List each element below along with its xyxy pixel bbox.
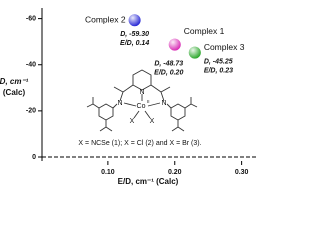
- legend-label: Complex 2: [85, 14, 126, 24]
- value-label: D, -48.73: [154, 60, 183, 67]
- isopropyl: [105, 126, 113, 132]
- bond: [160, 86, 171, 93]
- point-shine: [168, 38, 181, 51]
- atom-label: X: [150, 118, 155, 125]
- y-tick-label: 0: [32, 154, 36, 161]
- aryl-ring: [170, 103, 186, 121]
- isopropyl: [99, 120, 107, 132]
- y-tick-label: -20: [26, 108, 36, 115]
- atom-label: X: [130, 118, 135, 125]
- x-value-label: E/D, 0.23: [204, 67, 233, 74]
- x-tick-label: 0.10: [101, 169, 115, 176]
- bond: [123, 102, 137, 107]
- point-shine: [128, 14, 141, 27]
- point-shine: [188, 46, 201, 59]
- bond: [150, 84, 162, 93]
- legend-label: Complex 1: [184, 26, 225, 36]
- caption: X = NCSe (1); X = Cl (2) and X = Br (3).: [78, 140, 201, 147]
- aryl-ring: [98, 103, 114, 121]
- atom-label: N: [161, 100, 166, 107]
- y-axis-title: (Calc): [3, 88, 26, 97]
- x-value-label: E/D, 0.14: [120, 40, 149, 47]
- bond: [113, 86, 124, 93]
- bond: [147, 102, 161, 107]
- bond: [133, 110, 140, 119]
- atom-label: Co: [137, 103, 146, 110]
- value-label: D, -59.30: [120, 31, 149, 38]
- legend-label: Complex 3: [204, 42, 245, 52]
- x-axis-title: E/D, cm⁻¹ (Calc): [118, 177, 179, 186]
- isopropyl: [86, 103, 100, 109]
- atom-label: N: [117, 100, 122, 107]
- x-tick-label: 0.30: [235, 169, 249, 176]
- value-label: D, -45.25: [204, 58, 233, 65]
- isopropyl: [177, 126, 185, 132]
- isopropyl: [171, 120, 179, 132]
- y-tick-label: -60: [26, 15, 36, 22]
- bond: [112, 103, 118, 109]
- y-tick-label: -40: [26, 62, 36, 69]
- chart: D, cm⁻¹ (Calc) E/D, cm⁻¹ (Calc) N N N Co…: [0, 8, 258, 186]
- pyridine-ring: [132, 69, 152, 91]
- x-value-label: E/D, 0.20: [154, 69, 183, 76]
- bond: [119, 91, 124, 102]
- bond: [166, 103, 172, 109]
- atom-label: II: [147, 99, 150, 104]
- bond: [122, 84, 134, 93]
- x-tick-label: 0.20: [168, 169, 182, 176]
- y-axis-title: D, cm⁻¹: [0, 77, 29, 86]
- structure: N N N Co II X X X = NCSe (1); X = Cl (2)…: [78, 69, 202, 147]
- bond: [160, 91, 165, 102]
- isopropyl: [184, 103, 198, 109]
- bond: [144, 110, 151, 119]
- atom-label: N: [139, 89, 144, 96]
